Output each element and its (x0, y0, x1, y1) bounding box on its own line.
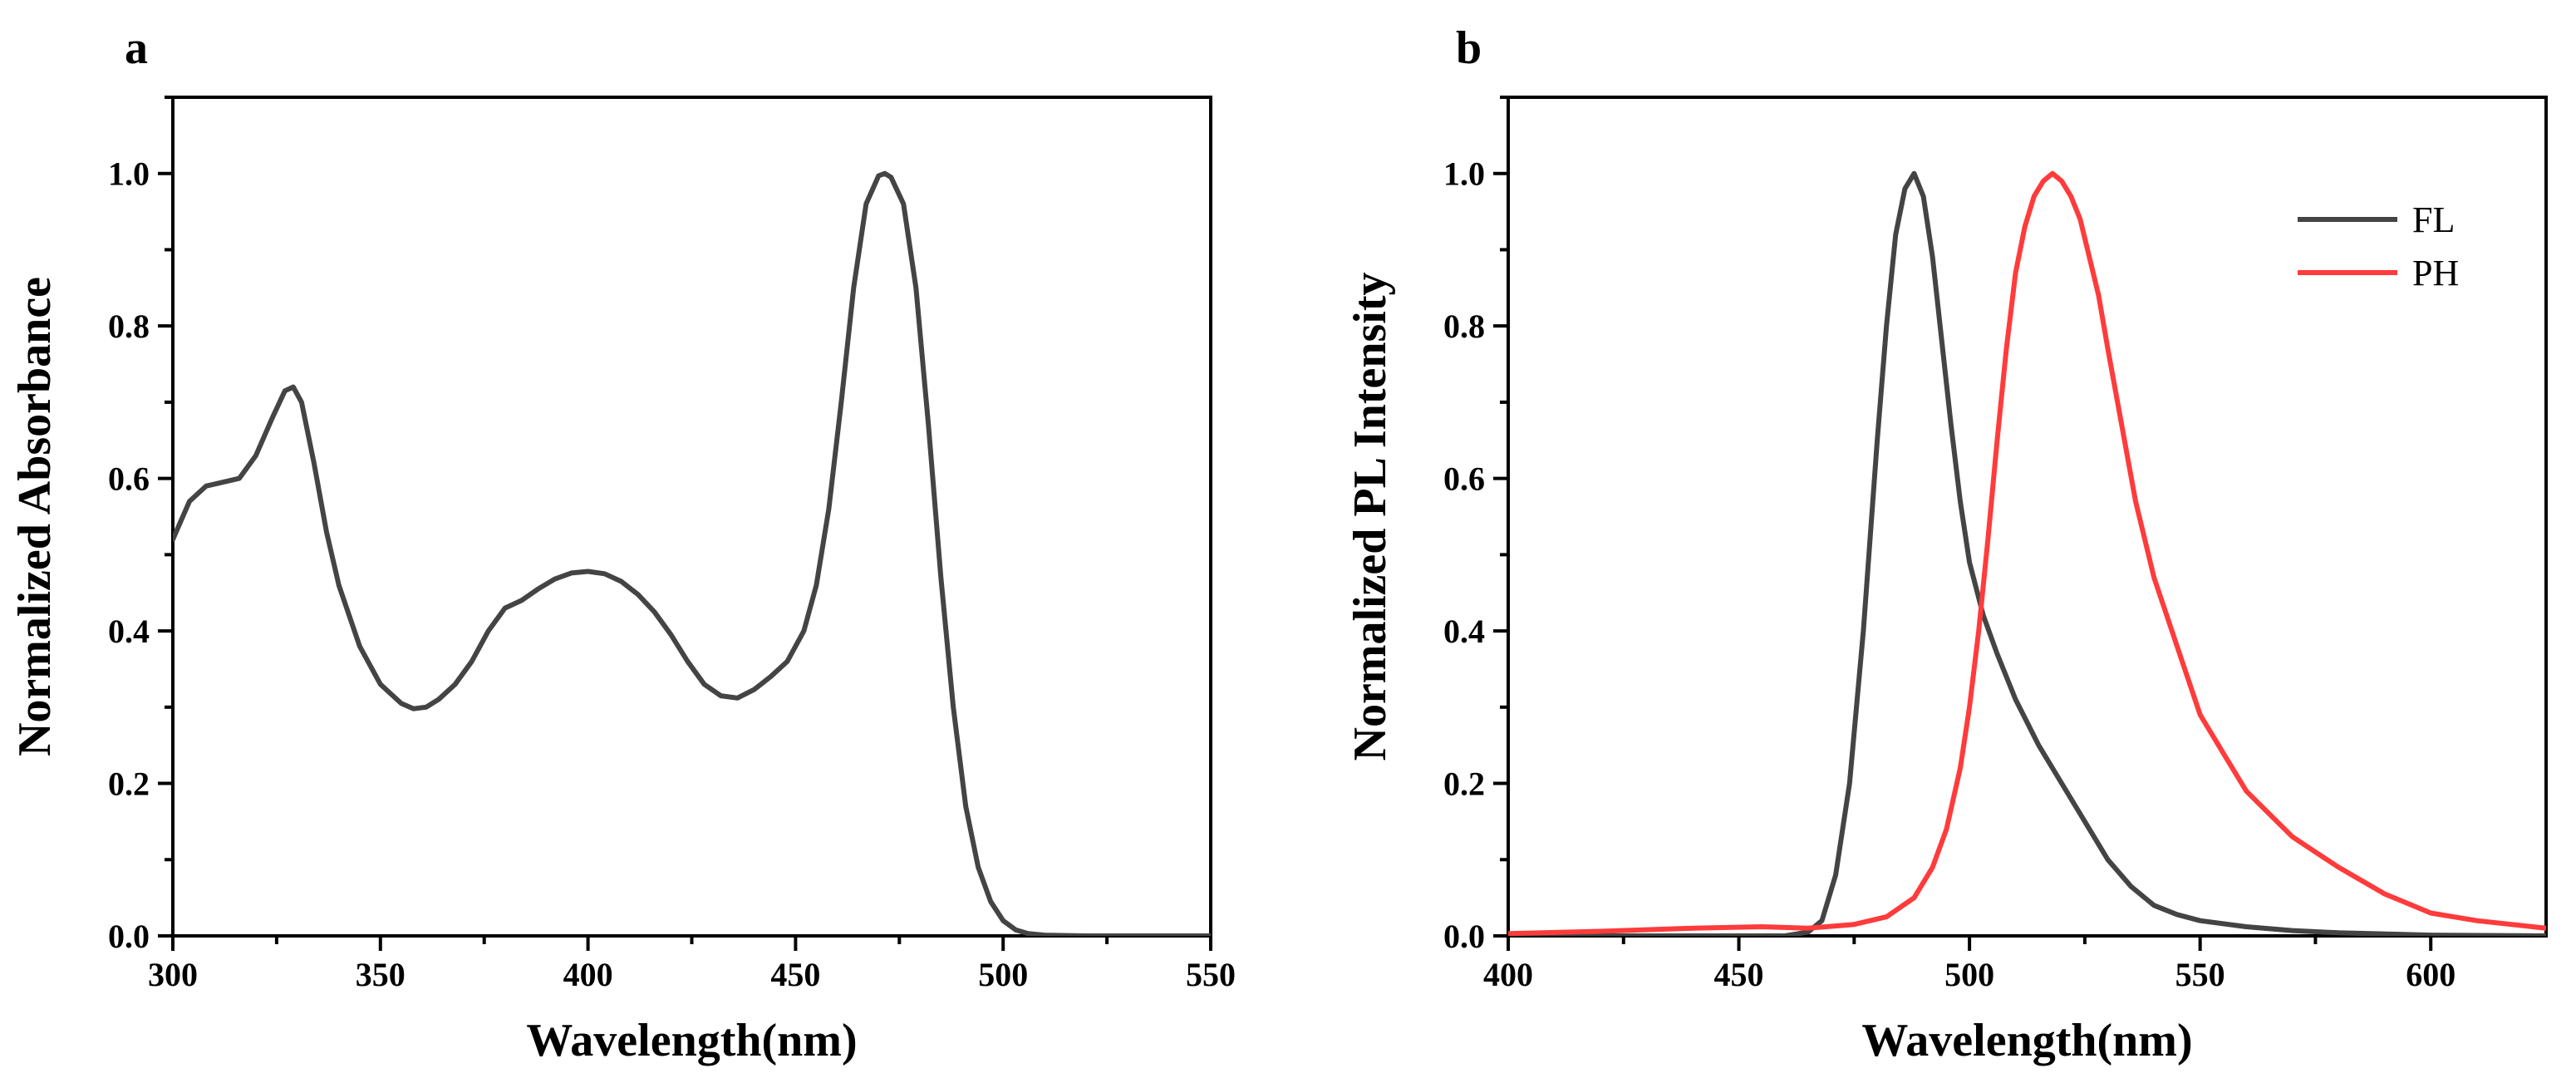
panel-a-y-tick-label: 1.0 (108, 155, 150, 193)
panel-a-x-tick-label: 500 (978, 956, 1028, 993)
panel-b-plot-frame (1507, 96, 2548, 938)
panel-a-series-absorbance-line (173, 170, 1211, 936)
panel-label-b: b (1456, 22, 1482, 74)
panel-b-y-tick-label: 0.6 (1443, 460, 1485, 498)
panel-a-y-tick-label: 0.4 (108, 613, 150, 650)
panel-b-y-tick-label: 0.0 (1443, 918, 1485, 955)
panel-a-y-axis-title: Normalized Absorbance (9, 277, 61, 756)
panel-a-y-tick-label: 0.8 (108, 308, 150, 345)
panel-b-legend-label-ph: PH (2412, 253, 2459, 293)
panel-a-y-tick-label: 0.0 (108, 918, 150, 955)
panel-b-legend: FL PH (2298, 199, 2459, 293)
panel-a-x-tick-label: 350 (356, 956, 406, 993)
panel-a-x-tick-label: 450 (770, 956, 820, 993)
panel-b-x-tick-label: 400 (1483, 956, 1533, 993)
panel-a-x-tick-label: 400 (563, 956, 613, 993)
panel-a-x-tick-label: 550 (1186, 956, 1236, 993)
panel-b-x-tick-label: 450 (1714, 956, 1764, 993)
panel-b-y-tick-label: 0.4 (1443, 613, 1485, 650)
panel-b-y-tick-label: 0.8 (1443, 308, 1485, 345)
panel-b-x-tick-label: 600 (2406, 956, 2456, 993)
panel-a-y-tick-label: 0.6 (108, 460, 150, 498)
panel-b-y-tick-label: 0.2 (1443, 765, 1485, 803)
panel-a-plot-frame (171, 96, 1212, 938)
panel-b-y-tick-label: 1.0 (1443, 155, 1485, 193)
panel-b-series-ph-line (1508, 170, 2546, 936)
panel-b-y-axis-title: Normalized PL Intensity (1345, 273, 1396, 761)
panel-b: b 400 450 500 550 600 0.0 0.2 0.4 0.6 0.8 1.0 Wavel… (1345, 22, 2548, 1066)
panel-a-y-tick-label: 0.2 (108, 765, 150, 803)
panel-label-a: a (125, 22, 148, 74)
panel-a-x-tick-label: 300 (148, 956, 198, 993)
panel-b-x-axis-title: Wavelength(nm) (1861, 1015, 2192, 1066)
panel-a: a 300 350 400 450 500 550 0.0 0.2 0.4 0.6 0.8 1.0 Wa… (9, 22, 1236, 1066)
panel-a-x-axis-title: Wavelength(nm) (526, 1015, 857, 1066)
panel-b-series-fl-line (1508, 170, 2546, 936)
panel-b-legend-label-fl: FL (2412, 199, 2455, 240)
panel-b-x-tick-label: 500 (1944, 956, 1994, 993)
panel-b-x-tick-label: 550 (2175, 956, 2225, 993)
